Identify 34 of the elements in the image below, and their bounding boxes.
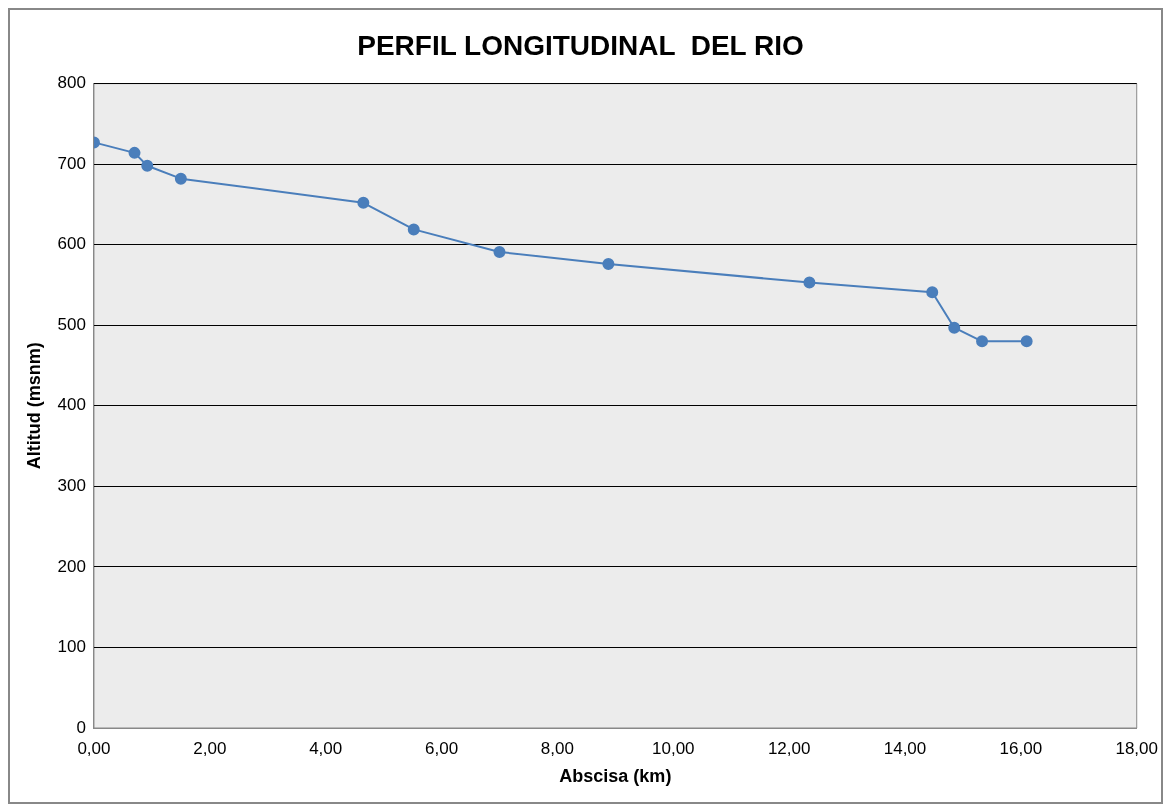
chart-title: PERFIL LONGITUDINAL DEL RIO bbox=[357, 29, 804, 61]
x-axis-title: Abscisa (km) bbox=[559, 766, 672, 787]
y-tick-label: 700 bbox=[57, 153, 86, 173]
point bbox=[493, 245, 506, 258]
point bbox=[1020, 335, 1033, 348]
y-tick-label: 100 bbox=[57, 637, 86, 657]
y-axis-title: Altitud (msnm) bbox=[23, 342, 44, 470]
y-tick-label: 200 bbox=[57, 556, 86, 576]
point bbox=[407, 223, 420, 236]
y-tick-label: 600 bbox=[57, 234, 86, 254]
point bbox=[602, 258, 615, 271]
x-tick-label: 6,00 bbox=[425, 738, 459, 758]
x-tick-label: 10,00 bbox=[652, 738, 695, 758]
point bbox=[174, 172, 187, 185]
x-tick-label: 14,00 bbox=[883, 738, 927, 758]
point bbox=[357, 196, 370, 209]
x-tick-label: 16,00 bbox=[999, 738, 1043, 758]
x-tick-label: 4,00 bbox=[309, 738, 343, 758]
point bbox=[948, 321, 961, 334]
x-tick-label: 12,00 bbox=[767, 738, 811, 758]
x-tick-label: 2,00 bbox=[193, 738, 227, 758]
point bbox=[926, 286, 939, 299]
y-tick-label: 0 bbox=[76, 717, 86, 737]
x-tick-label: 18,00 bbox=[1115, 738, 1158, 758]
x-tick-label: 0,00 bbox=[77, 738, 111, 758]
y-tick-label: 300 bbox=[57, 476, 86, 496]
y-tick-label: 500 bbox=[57, 314, 86, 334]
point bbox=[803, 276, 816, 289]
point bbox=[141, 159, 154, 172]
x-tick-label: 8,00 bbox=[540, 738, 574, 758]
point bbox=[128, 146, 141, 159]
point bbox=[976, 335, 989, 348]
y-tick-label: 800 bbox=[57, 73, 86, 93]
y-tick-label: 400 bbox=[57, 395, 86, 415]
